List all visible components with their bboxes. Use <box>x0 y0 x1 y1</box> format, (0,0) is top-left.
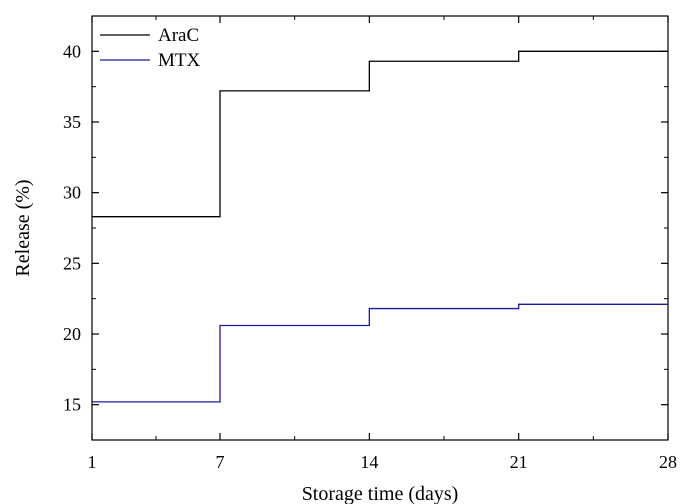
axis-ticks <box>91 15 669 441</box>
series-lines <box>92 50 668 403</box>
x-tick-label: 21 <box>510 452 528 472</box>
y-tick-label: 25 <box>63 253 81 273</box>
y-axis-title: Release (%) <box>12 179 34 276</box>
axis-tick-labels: 1 7 14 21 28 15 20 25 30 35 40 <box>63 41 677 472</box>
x-tick-label: 1 <box>88 452 97 472</box>
x-tick-label: 28 <box>659 452 677 472</box>
y-tick-label: 40 <box>63 41 81 61</box>
x-axis-title: Storage time (days) <box>302 483 459 504</box>
y-tick-label: 15 <box>63 395 81 415</box>
y-tick-label: 20 <box>63 324 81 344</box>
legend-label-mtx: MTX <box>158 50 201 71</box>
legend: AraC MTX <box>100 25 201 71</box>
series-line-mtx <box>92 303 668 403</box>
x-tick-label: 14 <box>360 452 378 472</box>
y-tick-label: 30 <box>63 183 81 203</box>
plot-frame <box>91 15 669 441</box>
series-line-arac <box>92 50 668 218</box>
legend-label-arac: AraC <box>158 25 199 46</box>
y-tick-label: 35 <box>63 112 81 132</box>
x-tick-label: 7 <box>216 452 225 472</box>
